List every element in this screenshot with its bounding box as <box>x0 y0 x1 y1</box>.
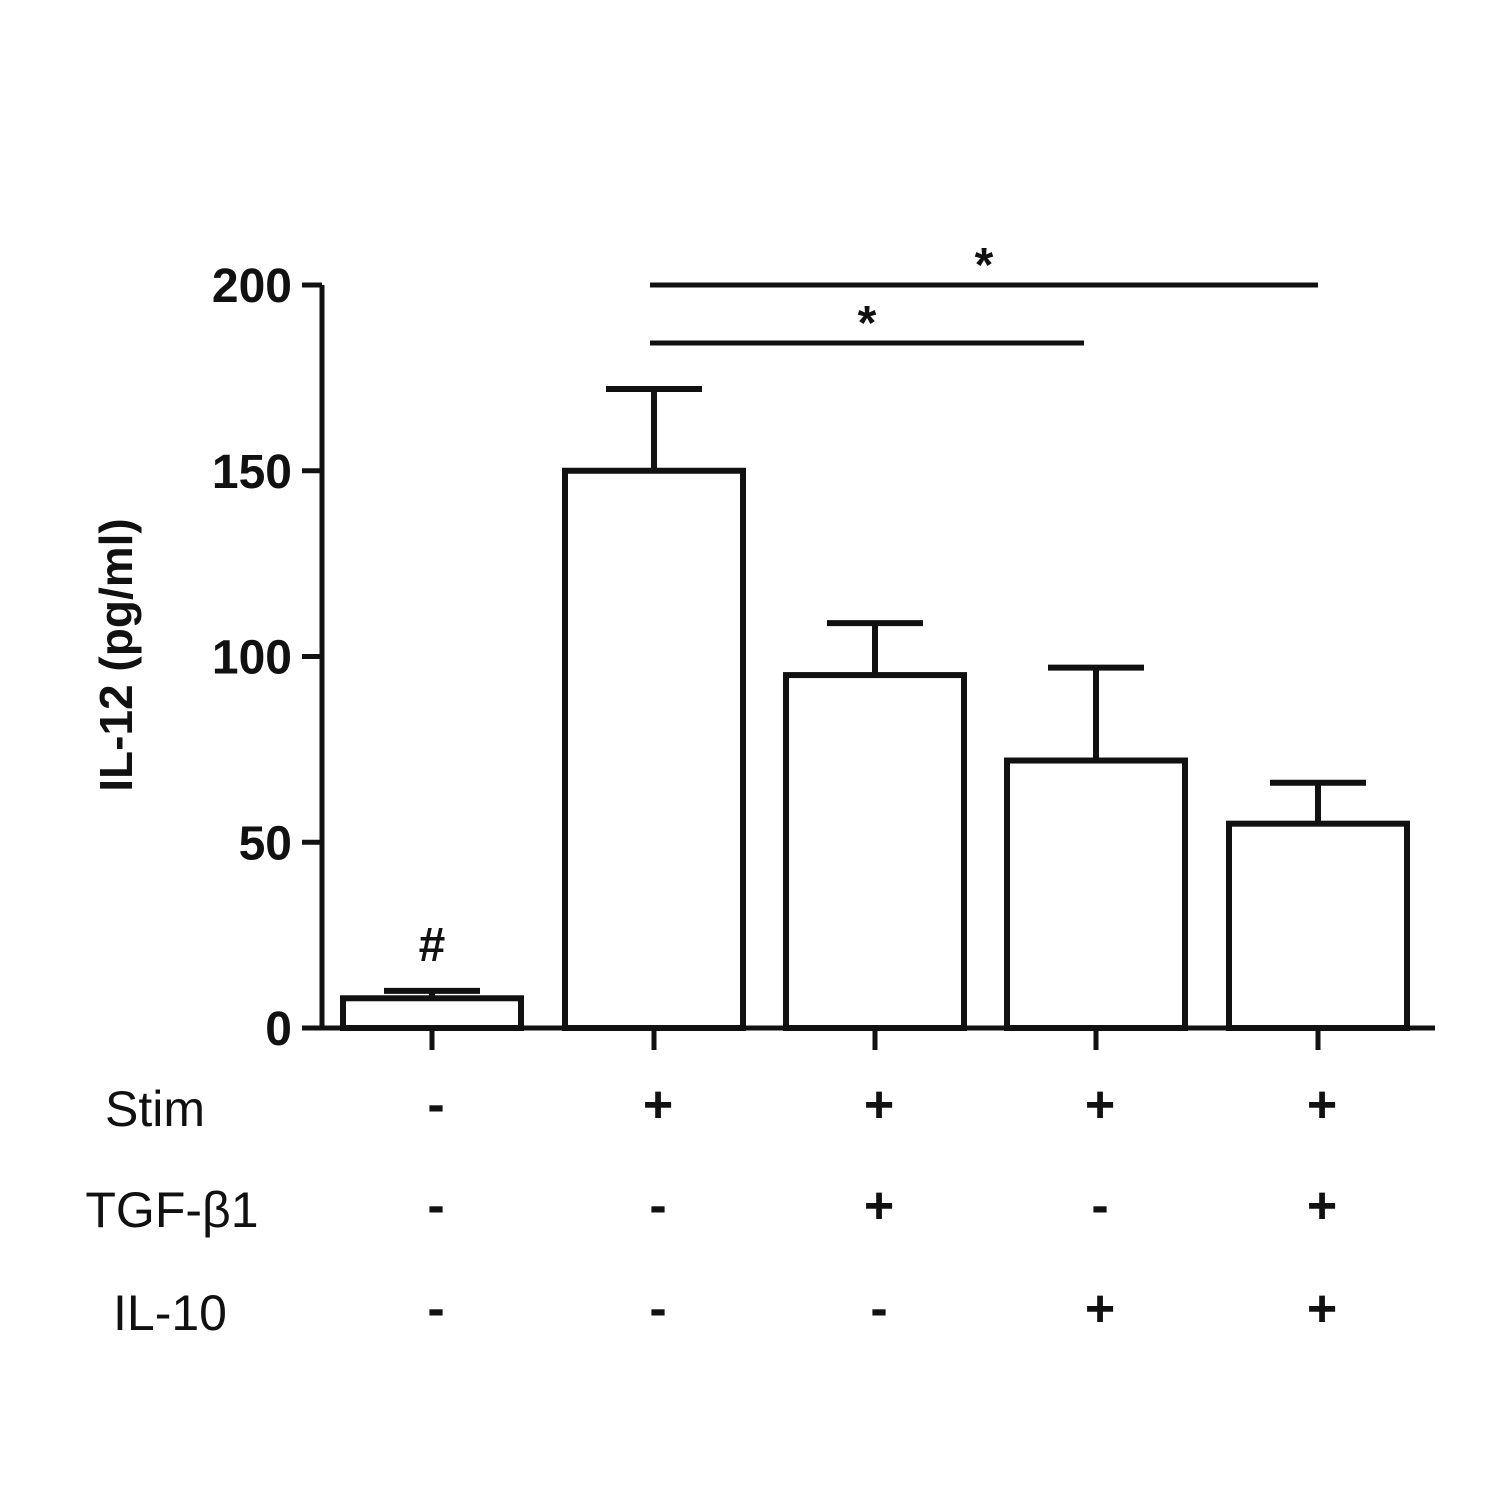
bars <box>340 386 1410 1032</box>
bar <box>1226 820 1410 1031</box>
annotations: # * * <box>419 239 1318 972</box>
y-tick-label: 200 <box>212 260 292 313</box>
bar <box>1004 757 1188 1032</box>
bar <box>783 672 967 1031</box>
significance-marker: * <box>858 297 877 350</box>
condition-sign: - <box>427 1076 444 1134</box>
y-axis-title: IL-12 (pg/ml) <box>90 518 142 791</box>
bar <box>340 995 524 1032</box>
condition-sign: + <box>1085 1280 1115 1338</box>
condition-row-label: TGF-β1 <box>85 1182 258 1238</box>
condition-sign: - <box>870 1280 887 1338</box>
bar-annotation: # <box>419 919 446 972</box>
condition-sign: - <box>1091 1177 1108 1235</box>
y-tick-label: 0 <box>265 1003 292 1056</box>
bar <box>562 467 746 1031</box>
y-tick-label: 150 <box>212 446 292 499</box>
condition-sign: + <box>1085 1076 1115 1134</box>
y-tick-label: 50 <box>239 817 292 870</box>
y-tick-label: 100 <box>212 632 292 685</box>
condition-sign: + <box>643 1076 673 1134</box>
condition-sign: + <box>864 1177 894 1235</box>
condition-table: Stim - + + + + TGF-β1 - - + - + IL-10 - - - + + <box>85 1076 1337 1341</box>
significance-marker: * <box>975 239 994 292</box>
condition-sign: + <box>1307 1280 1337 1338</box>
condition-sign: - <box>649 1280 666 1338</box>
condition-sign: - <box>427 1280 444 1338</box>
condition-row-label: Stim <box>105 1081 205 1137</box>
condition-row-label: IL-10 <box>113 1285 227 1341</box>
condition-sign: + <box>1307 1076 1337 1134</box>
condition-sign: - <box>649 1177 666 1235</box>
condition-sign: - <box>427 1177 444 1235</box>
condition-sign: + <box>1307 1177 1337 1235</box>
condition-sign: + <box>864 1076 894 1134</box>
